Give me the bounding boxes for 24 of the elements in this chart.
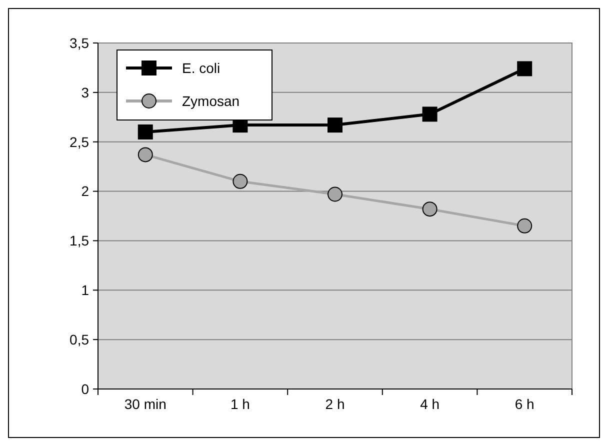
legend-label: Zymosan bbox=[182, 92, 240, 109]
y-tick-label: 0 bbox=[81, 380, 90, 397]
y-tick-label: 2,5 bbox=[70, 134, 90, 150]
legend-label: E. coli bbox=[182, 60, 220, 76]
y-tick-label: 3,5 bbox=[70, 34, 90, 51]
x-tick-label: 30 min bbox=[124, 396, 166, 412]
y-tick-label: 2 bbox=[81, 183, 90, 200]
point bbox=[138, 124, 153, 140]
x-tick-label: 6 h bbox=[514, 396, 534, 412]
point bbox=[517, 61, 532, 76]
x-tick-label: 1 h bbox=[230, 396, 250, 412]
y-tick-label: 0,5 bbox=[70, 331, 90, 348]
point bbox=[328, 186, 342, 202]
point bbox=[328, 118, 342, 133]
x-tick-label: 2 h bbox=[325, 396, 345, 412]
y-tick-label: 1,5 bbox=[70, 232, 90, 249]
y-tick-label: 1 bbox=[81, 282, 90, 298]
y-tick-label: 3 bbox=[81, 84, 90, 100]
point bbox=[232, 174, 248, 189]
point bbox=[138, 147, 153, 162]
point bbox=[422, 106, 438, 122]
point bbox=[517, 218, 532, 234]
x-tick-label: 4 h bbox=[420, 396, 440, 412]
point bbox=[422, 202, 438, 217]
